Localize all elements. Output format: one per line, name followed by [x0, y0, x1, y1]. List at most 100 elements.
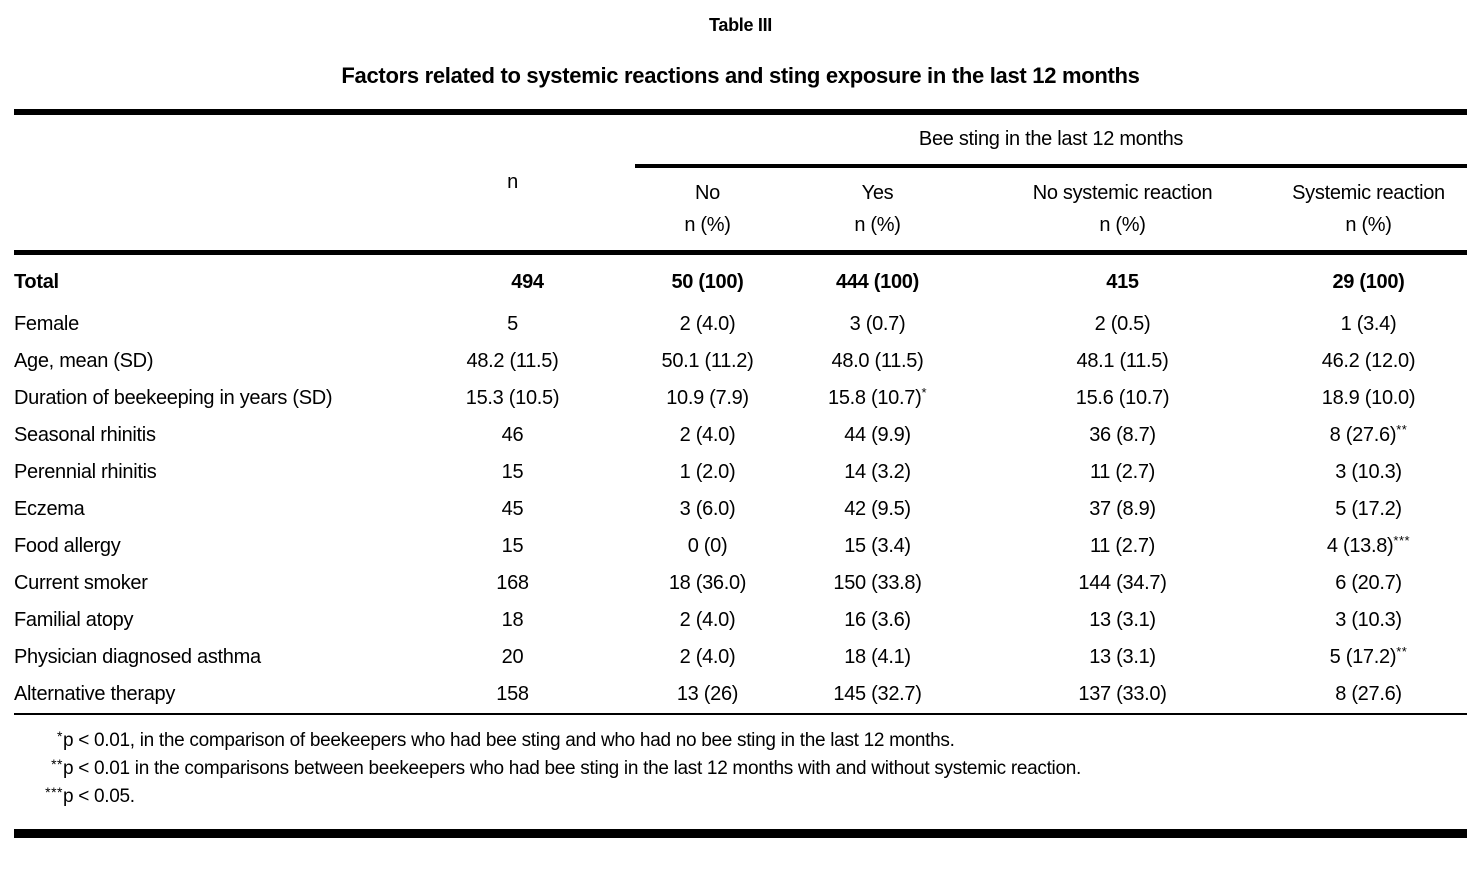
row-label: Alternative therapy — [14, 683, 176, 705]
cell: 48.0 (11.5) — [831, 350, 924, 372]
cell: 494 — [511, 270, 544, 293]
row-label: Familial atopy — [14, 609, 134, 631]
cell: 2 (4.0) — [679, 313, 736, 335]
footnote: *** p < 0.05. — [14, 783, 1467, 811]
group-header-row: n Bee sting in the last 12 months — [14, 112, 1468, 255]
cell: 8 (27.6)** — [1329, 422, 1408, 446]
table-caption: Factors related to systemic reactions an… — [341, 63, 1140, 88]
cell: 46.2 (12.0) — [1321, 350, 1416, 372]
significance-asterisk: ** — [1396, 644, 1408, 659]
cell: 15 — [501, 535, 524, 557]
table-row: Eczema 45 3 (6.0) 42 (9.5) 37 (8.9) 5 (17.2) — [14, 491, 1467, 528]
row-label: Eczema — [14, 498, 85, 520]
cell: 2 (4.0) — [679, 424, 736, 446]
column-header-line2: n (%) — [854, 213, 901, 236]
table-row: Female 5 2 (4.0) 3 (0.7) 2 (0.5) 1 (3.4) — [14, 306, 1467, 343]
cell: 29 (100) — [1332, 270, 1405, 293]
cell: 15 — [501, 461, 524, 483]
cell: 18 — [501, 609, 524, 631]
table-body: Total 494 50 (100) 444 (100) 415 29 (100) Fema… — [14, 252, 1467, 713]
cell: 13 (26) — [676, 683, 739, 705]
column-header-no: No n (%) — [635, 166, 780, 255]
cell: 5 (17.2) — [1335, 498, 1402, 520]
bottom-rule — [14, 828, 1467, 838]
cell: 2 (0.5) — [1094, 313, 1151, 335]
cell: 2 (4.0) — [679, 609, 736, 631]
cell: 8 (27.6) — [1335, 683, 1402, 705]
table-row: Current smoker 168 18 (36.0) 150 (33.8) 144 … — [14, 565, 1467, 602]
row-label: Duration of beekeeping in years (SD) — [14, 387, 333, 409]
footnotes: * p < 0.01, in the comparison of beekeepe… — [14, 712, 1467, 811]
cell: 16 (3.6) — [844, 609, 911, 631]
cell: 13 (3.1) — [1089, 646, 1156, 668]
significance-asterisk: * — [921, 385, 927, 400]
cell: 3 (0.7) — [849, 313, 906, 335]
column-header-line1: Yes — [861, 181, 894, 204]
table-row: Familial atopy 18 2 (4.0) 16 (3.6) 13 (3.1) 3… — [14, 602, 1467, 639]
column-header-line2: n (%) — [684, 213, 731, 236]
column-header-line2: n (%) — [1345, 213, 1392, 236]
cell: 2 (4.0) — [679, 646, 736, 668]
cell: 18 (4.1) — [844, 646, 911, 668]
table-row: Total 494 50 (100) 444 (100) 415 29 (100) — [14, 252, 1467, 306]
footnote-marker: *** — [45, 783, 63, 800]
cell: 3 (6.0) — [679, 498, 736, 520]
column-header-no-systemic-reaction: No systemic reaction n (%) — [975, 166, 1270, 255]
cell: 15 (3.4) — [844, 535, 911, 557]
table-row: Physician diagnosed asthma 20 2 (4.0) 18 (4… — [14, 639, 1467, 676]
group-header-bee-sting: Bee sting in the last 12 months — [635, 112, 1468, 168]
row-label: Physician diagnosed asthma — [14, 646, 261, 668]
cell: 13 (3.1) — [1089, 609, 1156, 631]
cell: 50.1 (11.2) — [661, 350, 754, 372]
footnote-marker: * — [57, 727, 63, 744]
footnote: ** p < 0.01 in the comparisons between be… — [14, 755, 1467, 783]
cell: 144 (34.7) — [1078, 572, 1167, 594]
row-label: Food allergy — [14, 535, 121, 557]
cell: 44 (9.9) — [844, 424, 911, 446]
empty-corner-cell — [14, 112, 420, 255]
table-row: Seasonal rhinitis 46 2 (4.0) 44 (9.9) 36 (8.… — [14, 417, 1467, 454]
footnote-text: p < 0.01 in the comparisons between beek… — [63, 757, 1081, 779]
cell: 5 — [507, 313, 518, 335]
column-header-line1: No systemic reaction — [1032, 181, 1213, 204]
cell: 168 — [496, 572, 529, 594]
table-number: Table III — [709, 15, 772, 35]
significance-asterisk: ** — [1396, 422, 1408, 437]
cell: 3 (10.3) — [1335, 461, 1402, 483]
row-label: Current smoker — [14, 572, 148, 594]
row-label: Perennial rhinitis — [14, 461, 157, 483]
cell: 20 — [501, 646, 524, 668]
cell: 14 (3.2) — [844, 461, 911, 483]
cell: 3 (10.3) — [1335, 609, 1402, 631]
column-header-n: n — [420, 112, 635, 255]
column-header-line1: No — [695, 181, 720, 204]
cell: 36 (8.7) — [1089, 424, 1156, 446]
cell: 37 (8.9) — [1089, 498, 1156, 520]
cell: 11 (2.7) — [1089, 461, 1156, 483]
column-header-line1: Systemic reaction — [1292, 181, 1445, 204]
row-label: Total — [14, 270, 59, 293]
cell: 415 — [1106, 270, 1139, 293]
cell: 0 (0) — [687, 535, 728, 557]
footnote-text: p < 0.05. — [63, 785, 135, 807]
cell: 50 (100) — [671, 270, 744, 293]
cell: 15.6 (10.7) — [1075, 387, 1170, 409]
footnote-marker: ** — [51, 755, 63, 772]
cell: 46 — [501, 424, 524, 446]
footnote: * p < 0.01, in the comparison of beekeepe… — [14, 727, 1467, 755]
cell: 1 (3.4) — [1340, 313, 1397, 335]
column-header-line2: n (%) — [1099, 213, 1146, 236]
cell: 42 (9.5) — [844, 498, 911, 520]
table-row: Perennial rhinitis 15 1 (2.0) 14 (3.2) 11 (2… — [14, 454, 1467, 491]
column-header-yes: Yes n (%) — [780, 166, 975, 255]
table-row: Food allergy 15 0 (0) 15 (3.4) 11 (2.7) 4 (13… — [14, 528, 1467, 565]
cell: 11 (2.7) — [1089, 535, 1156, 557]
data-table: n Bee sting in the last 12 months No n (… — [14, 109, 1468, 713]
cell: 137 (33.0) — [1078, 683, 1167, 705]
row-label: Age, mean (SD) — [14, 350, 154, 372]
cell: 4 (13.8)*** — [1326, 533, 1411, 557]
cell: 158 — [496, 683, 529, 705]
cell: 6 (20.7) — [1335, 572, 1402, 594]
table-header: n Bee sting in the last 12 months No n (… — [14, 112, 1468, 255]
